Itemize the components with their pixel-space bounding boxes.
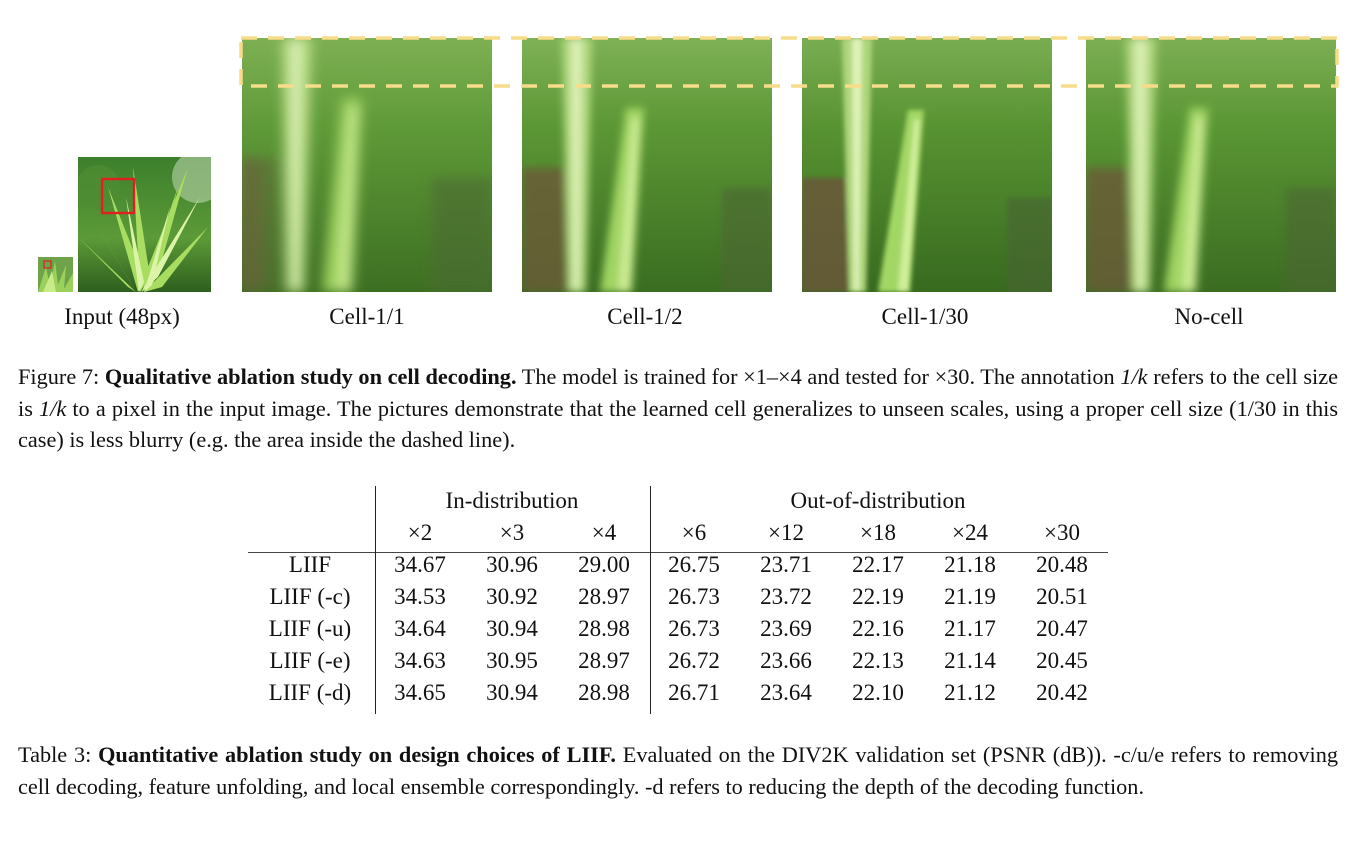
table-cell: 26.73 xyxy=(668,584,720,609)
cell-1-2-label: Cell-1/2 xyxy=(607,304,683,329)
scale-header: ×30 xyxy=(1044,520,1080,545)
input-label: Input (48px) xyxy=(64,304,180,329)
table-cell: 28.97 xyxy=(578,648,630,673)
table-cell: 21.18 xyxy=(944,552,996,577)
table-cell: 23.72 xyxy=(760,584,812,609)
table-cell: 22.19 xyxy=(852,584,904,609)
table-caption-bold: Quantitative ablation study on design ch… xyxy=(98,742,616,767)
panel-cell-1-30 xyxy=(802,38,1052,292)
figure-caption-bold: Qualitative ablation study on cell decod… xyxy=(104,364,517,389)
table-cell: 23.71 xyxy=(760,552,812,577)
table-cell: 26.71 xyxy=(668,680,720,705)
table-cell: 21.19 xyxy=(944,584,996,609)
panel-no-cell xyxy=(1086,38,1336,292)
group-header-in-distribution: In-distribution xyxy=(445,488,579,513)
scale-header: ×3 xyxy=(499,520,525,545)
table-cell: 20.48 xyxy=(1036,552,1088,577)
figure-caption-text-a: The model is trained for ×1–×4 and teste… xyxy=(516,364,1121,389)
figure-caption: Figure 7: Qualitative ablation study on … xyxy=(18,361,1338,456)
table-cell: 30.96 xyxy=(486,552,538,577)
no-cell-label: No-cell xyxy=(1174,304,1244,329)
table-cell: 28.97 xyxy=(578,584,630,609)
scale-header: ×6 xyxy=(681,520,707,545)
table-cell: 30.92 xyxy=(486,584,538,609)
table-cell: 26.73 xyxy=(668,616,720,641)
figure-caption-math-b: 1/k xyxy=(39,395,67,421)
table-cell: 26.72 xyxy=(668,648,720,673)
table-cell: 20.42 xyxy=(1036,680,1088,705)
table-caption-text: Evaluated on the DIV2K validation set (P… xyxy=(18,742,1338,799)
table-cell: 26.75 xyxy=(668,552,720,577)
group-header-out-of-distribution: Out-of-distribution xyxy=(790,488,966,513)
table-cell: 20.51 xyxy=(1036,584,1088,609)
table-cell: 34.64 xyxy=(394,616,446,641)
table-cell: 30.94 xyxy=(486,680,538,705)
table-cell: 34.67 xyxy=(394,552,446,577)
scale-header: ×4 xyxy=(591,520,617,545)
figure-caption-prefix: Figure 7: xyxy=(18,364,105,389)
cell-1-30-label: Cell-1/30 xyxy=(881,304,969,329)
table-cell: 30.95 xyxy=(486,648,538,673)
table-cell: 21.14 xyxy=(944,648,996,673)
row-label: LIIF (-c) xyxy=(269,584,351,609)
scale-header: ×12 xyxy=(768,520,804,545)
table-cell: 22.10 xyxy=(852,680,904,705)
table-cell: 34.63 xyxy=(394,648,446,673)
table-cell: 20.47 xyxy=(1036,616,1088,641)
table-cell: 34.65 xyxy=(394,680,446,705)
table-caption: Table 3: Quantitative ablation study on … xyxy=(18,739,1338,802)
header-rule xyxy=(248,552,1108,553)
table-cell: 23.69 xyxy=(760,616,812,641)
row-label-divider xyxy=(375,486,376,714)
input-thumbnail-large xyxy=(78,157,211,292)
table-cell: 22.13 xyxy=(852,648,904,673)
row-label: LIIF xyxy=(288,552,332,577)
table-cell: 34.53 xyxy=(394,584,446,609)
table-cell: 21.12 xyxy=(944,680,996,705)
panel-cell-1-1 xyxy=(242,38,492,292)
input-thumbnail-small xyxy=(38,257,73,292)
cell-1-1-label: Cell-1/1 xyxy=(329,304,405,329)
distribution-divider xyxy=(650,486,651,714)
table-cell: 23.64 xyxy=(760,680,812,705)
row-label: LIIF (-d) xyxy=(268,680,352,705)
table-cell: 21.17 xyxy=(944,616,996,641)
table-cell: 23.66 xyxy=(760,648,812,673)
figure-caption-text-b: refers to the cell size is xyxy=(18,364,1339,421)
table-caption-prefix: Table 3: xyxy=(18,742,99,767)
scale-header: ×24 xyxy=(952,520,988,545)
figure-caption-text-c: to a pixel in the input image. The pictu… xyxy=(18,395,1339,453)
table-cell: 30.94 xyxy=(486,616,538,641)
table-cell: 28.98 xyxy=(578,680,630,705)
table-cell: 22.16 xyxy=(852,616,904,641)
panel-cell-1-2 xyxy=(522,38,772,292)
row-label: LIIF (-u) xyxy=(268,616,352,641)
scale-header: ×2 xyxy=(407,520,433,545)
table-cell: 22.17 xyxy=(852,552,904,577)
table-3: In-distribution Out-of-distribution ×2 ×… xyxy=(248,486,1108,714)
figure-caption-math-a: 1/k xyxy=(1120,364,1148,389)
table-cell: 28.98 xyxy=(578,616,630,641)
row-label: LIIF (-e) xyxy=(269,648,351,673)
table-cell: 20.45 xyxy=(1036,648,1088,673)
table-cell: 29.00 xyxy=(578,552,630,577)
scale-header: ×18 xyxy=(860,520,896,545)
